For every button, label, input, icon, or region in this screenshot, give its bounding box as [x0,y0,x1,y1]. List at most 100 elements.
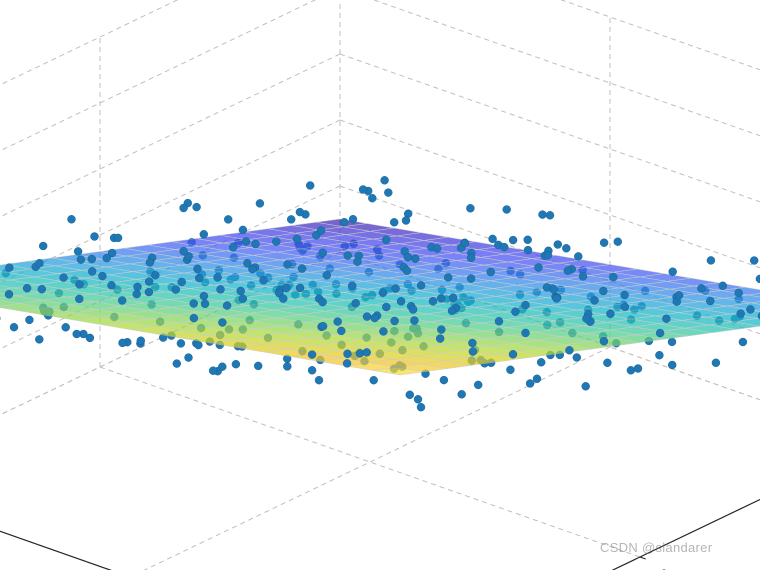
scatter-point [591,296,599,304]
scatter-point [185,354,193,362]
scatter-point [414,395,422,403]
scatter-point [390,218,398,226]
scatter-point [467,254,475,262]
scatter-point [134,283,142,291]
scatter-point [562,244,570,252]
scatter-point [214,273,222,281]
scatter-point [348,282,356,290]
scatter-point [218,363,226,371]
scatter-point [306,182,314,190]
scatter-point [599,287,607,295]
scatter-point [368,194,376,202]
scatter-point [409,306,417,314]
scatter-point [190,314,198,322]
scatter-point [319,249,327,257]
scatter-point [614,238,622,246]
scatter-point [76,280,84,288]
scatter-point [38,285,46,293]
scatter-point [352,299,360,307]
scatter-point [239,295,247,303]
scatter-point [669,268,677,276]
scatter-point [119,339,127,347]
scatter-point [489,235,497,243]
scatter-point [232,360,240,368]
scatter-point [308,351,316,359]
scatter-point [108,281,116,289]
scatter-point [458,390,466,398]
scatter-point [606,310,614,318]
scatter-point [382,236,390,244]
scatter-point [600,337,608,345]
scatter-point [98,272,106,280]
scatter-point [272,238,280,246]
scatter-point [750,257,758,265]
scatter-point [137,337,145,345]
scatter-point [397,297,405,305]
scatter-point [381,176,389,184]
scatter-point [195,274,203,282]
scatter-point [440,376,448,384]
scatter-point [444,273,452,281]
scatter-point [429,297,437,305]
scatter-point [524,236,532,244]
scatter-point [180,247,188,255]
scatter-point [296,284,304,292]
scatter-point [146,258,154,266]
scatter-point [334,318,342,326]
scatter-point [417,281,425,289]
scatter-point [406,391,414,399]
scatter-point [349,215,357,223]
scatter-point [503,206,511,214]
scatter-point [600,239,608,247]
scatter-point [719,282,727,290]
scatter-point [340,218,348,226]
scatter-point [539,211,547,219]
scatter-point [217,285,225,293]
scatter-point [287,215,295,223]
scatter-point [343,359,351,367]
scatter-point [392,285,400,293]
scatter-point [437,294,445,302]
scatter-point [35,335,43,343]
scatter-point [68,215,76,223]
scatter-point [172,286,180,294]
scatter-point [706,297,714,305]
scatter-point [603,359,611,367]
scatter-point [353,258,361,266]
scatter-point [469,348,477,356]
scatter-point [565,346,573,354]
scatter-point [410,317,418,325]
scatter-point [88,255,96,263]
scatter-point [293,235,301,243]
scatter-point [735,289,743,297]
scatter-point [509,236,517,244]
scatter-point [77,256,85,264]
scatter-point [537,358,545,366]
scatter-point [474,381,482,389]
scatter-point [553,295,561,303]
scatter-point [88,267,96,275]
scatter-point [218,319,226,327]
scatter-point [668,338,676,346]
scatter-point [75,295,83,303]
scatter-point [319,322,327,330]
scatter-point [260,276,268,284]
scatter-point [284,261,292,269]
scatter-point [621,303,629,311]
scatter-point [317,227,325,235]
scatter-point [509,350,517,358]
scatter-point [550,285,558,293]
scatter-point [363,313,371,321]
scatter-point [200,292,208,300]
scatter-point [5,290,13,298]
scatter-point [237,287,245,295]
scatter-point [433,245,441,253]
scatter-point [282,284,290,292]
scatter-point [662,315,670,323]
scatter-point [448,307,456,315]
scatter-point [242,238,250,246]
scatter-point [86,334,94,342]
y-tick-label: 0 [660,566,668,570]
scatter-point [526,380,534,388]
scatter-point [103,254,111,262]
